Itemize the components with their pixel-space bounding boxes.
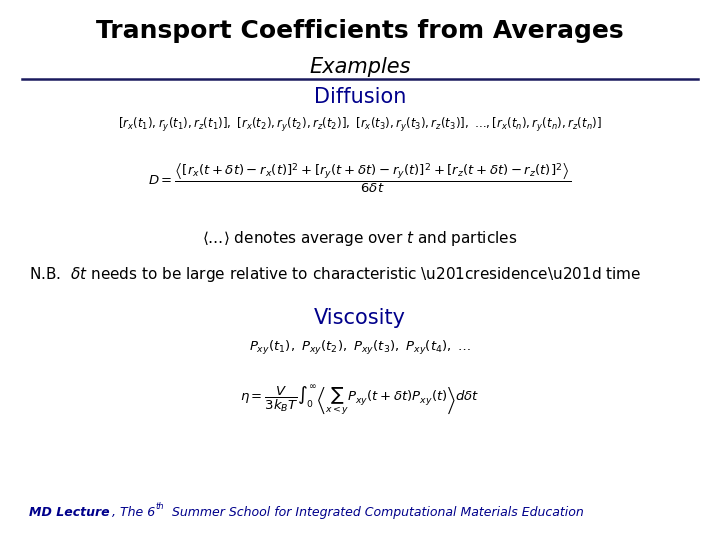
Text: Examples: Examples [310,57,410,77]
Text: MD Lecture: MD Lecture [29,507,109,519]
Text: $D = \dfrac{\left\langle [r_x(t+\delta t)-r_x(t)]^2 + [r_y(t+\delta t)-r_y(t)]^2: $D = \dfrac{\left\langle [r_x(t+\delta t… [148,162,572,195]
Text: Viscosity: Viscosity [314,308,406,328]
Text: $[r_x(t_1),r_y(t_1),r_z(t_1)],\ [r_x(t_2),r_y(t_2),r_z(t_2)],\ [r_x(t_3),r_y(t_3: $[r_x(t_1),r_y(t_1),r_z(t_1)],\ [r_x(t_2… [118,116,602,134]
Text: $\langle$…$\rangle$ denotes average over $t$ and particles: $\langle$…$\rangle$ denotes average over… [202,230,518,248]
Text: $\eta = \dfrac{V}{3k_BT}\int_0^{\infty}\left\langle \sum_{x<y} P_{xy}(t+\delta t: $\eta = \dfrac{V}{3k_BT}\int_0^{\infty}\… [240,383,480,418]
Text: Transport Coefficients from Averages: Transport Coefficients from Averages [96,19,624,43]
Text: N.B.  $\delta t$ needs to be large relative to characteristic \u201cresidence\u2: N.B. $\delta t$ needs to be large relati… [29,265,642,284]
Text: $P_{xy}(t_1),\ P_{xy}(t_2),\ P_{xy}(t_3),\ P_{xy}(t_4),\ \ldots$: $P_{xy}(t_1),\ P_{xy}(t_2),\ P_{xy}(t_3)… [249,339,471,357]
Text: Summer School for Integrated Computational Materials Education: Summer School for Integrated Computation… [168,507,583,519]
Text: , The 6: , The 6 [112,507,155,519]
Text: Diffusion: Diffusion [314,87,406,107]
Text: th: th [156,502,164,511]
